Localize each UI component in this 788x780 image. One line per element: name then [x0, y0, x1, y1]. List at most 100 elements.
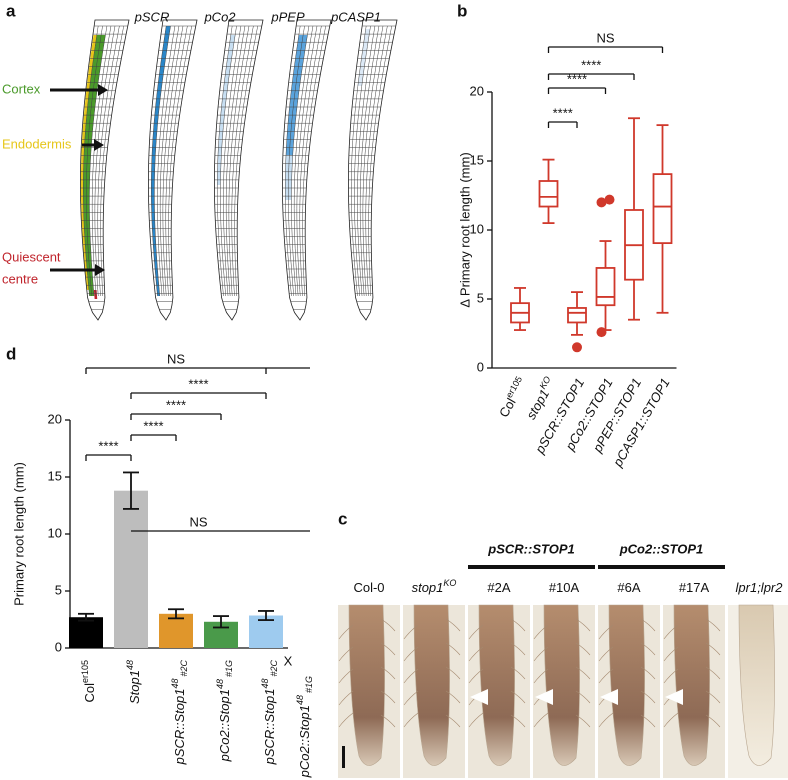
significance-bracket: ****: [547, 57, 635, 80]
root-hair: [403, 690, 461, 706]
cell-wall: [151, 25, 167, 297]
root-hair: [598, 666, 656, 684]
root-photo: [608, 604, 645, 766]
cell-file: [357, 29, 371, 86]
root-photo: [673, 604, 710, 766]
arrowhead: [94, 139, 104, 151]
cell-wall: [91, 25, 112, 297]
y-axis-label: Primary root length (mm): [11, 462, 26, 606]
label-subscript: #2C: [269, 660, 279, 677]
root-hair: [663, 618, 721, 640]
y-tick-label: 20: [48, 411, 62, 426]
y-tick-label: 5: [477, 290, 484, 305]
significance-bracket: ****: [130, 418, 177, 441]
panel-label: a: [6, 1, 16, 20]
root-outline: [281, 19, 332, 321]
y-tick-label: 15: [48, 468, 62, 483]
x-tick-label: pCo2::Stop148 #1G: [295, 676, 314, 778]
label-superscript: 48: [260, 679, 270, 689]
arrowhead: [95, 264, 105, 276]
arrowhead: [470, 689, 488, 705]
group-bar: [468, 565, 595, 569]
cell-wall: [94, 25, 116, 297]
cell-file: [151, 26, 171, 296]
outlier: [604, 194, 615, 205]
root-hair: [533, 712, 591, 728]
outlier: [596, 327, 607, 338]
cell-wall: [159, 25, 180, 297]
significance-label: ****: [143, 418, 163, 433]
label-text: lpr1;lpr2: [736, 580, 784, 595]
x-tick-label: Coler105: [80, 660, 97, 703]
cell-wall: [89, 25, 108, 297]
label-text: stop1: [524, 387, 553, 422]
promoter-label: pPEP: [270, 9, 305, 24]
sample-label: #2A: [487, 580, 510, 595]
significance-bracket: ****: [547, 71, 607, 94]
panel-label: c: [338, 509, 347, 528]
bar: [159, 613, 193, 648]
root-hair: [468, 618, 526, 640]
root-photo: [543, 604, 580, 766]
x-tick-label: pCo2::Stop148 #1G: [215, 660, 234, 762]
error-bar: [213, 615, 229, 629]
cell-wall: [351, 25, 367, 297]
arrowhead: [600, 689, 618, 705]
root-hair: [598, 712, 656, 728]
label-text: pSCR::Stop1: [172, 689, 187, 766]
cell-wall: [362, 25, 384, 297]
sample-label: #6A: [617, 580, 640, 595]
cell-wall: [100, 25, 124, 297]
label-superscript: KO: [443, 578, 456, 588]
label-text: #6A: [617, 580, 640, 595]
panel-label: d: [6, 344, 16, 363]
label-text: Col: [496, 396, 519, 420]
cell-wall: [291, 25, 310, 297]
sample-label: Col-0: [353, 580, 384, 595]
root-photo: [348, 604, 385, 766]
sample-label: #10A: [549, 580, 580, 595]
root-hair: [468, 666, 526, 684]
cell-file: [80, 35, 97, 290]
y-tick-label: 0: [477, 359, 484, 374]
significance-label: NS: [596, 30, 614, 45]
cell-wall: [223, 25, 242, 297]
root-hair: [663, 666, 721, 684]
significance-label: ****: [567, 71, 587, 86]
root-hair: [338, 618, 396, 640]
label-subscript: #2C: [179, 660, 189, 677]
cell-file: [285, 155, 293, 200]
group-bar: [598, 565, 725, 569]
root-hair: [403, 618, 461, 640]
significance-bracket: ****: [130, 397, 222, 420]
x-tick-label: Stop148: [125, 660, 142, 704]
promoter-label: pCo2: [203, 9, 236, 24]
root-diagram: [213, 19, 264, 321]
significance-label: ****: [188, 376, 208, 391]
cell-wall: [234, 25, 258, 297]
root-diagram: [281, 19, 332, 321]
root-diagram: [147, 19, 198, 321]
arrowhead: [98, 84, 108, 96]
root-photo: [413, 604, 450, 766]
error-bar: [78, 612, 94, 622]
cell-wall: [296, 25, 318, 297]
root-hair: [533, 642, 591, 662]
sample-label: stop1KO: [412, 578, 457, 595]
root-photo: [478, 604, 515, 766]
cell-wall: [217, 25, 233, 297]
arrowhead: [665, 689, 683, 705]
root-hair: [403, 712, 461, 728]
cell-wall: [293, 25, 314, 297]
root-outline: [213, 19, 264, 321]
root-diagram: [347, 19, 398, 321]
y-tick-label: 5: [55, 582, 62, 597]
label-text: #17A: [679, 580, 710, 595]
label-text: pSCR::Stop1: [262, 689, 277, 766]
y-tick-label: 10: [470, 221, 484, 236]
label-text: pCo2::Stop1: [297, 705, 312, 778]
label-text: pCo2::Stop1: [217, 689, 232, 762]
promoter-label: pCASP1: [330, 9, 381, 24]
y-tick-label: 20: [470, 83, 484, 98]
significance-label: ****: [553, 105, 573, 120]
